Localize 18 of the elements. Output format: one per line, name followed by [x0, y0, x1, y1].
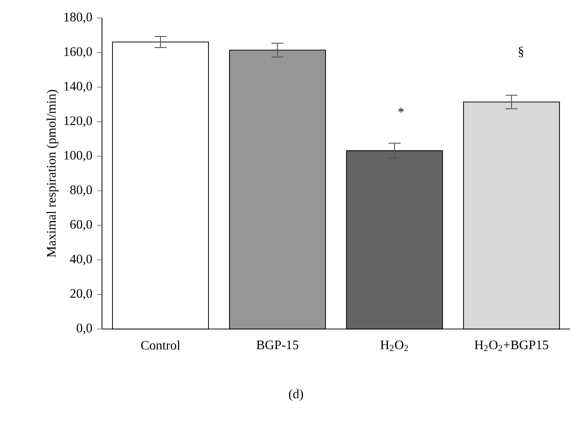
x-tick-label: BGP-15 [256, 340, 298, 350]
x-tick-label: H$_{2}$O$_{2}$ [380, 340, 408, 352]
y-axis-title: Maximal respiration (pmol/min) [46, 90, 58, 258]
y-tick-label: 180,0 [64, 12, 92, 24]
y-tick-label: 140,0 [64, 82, 92, 92]
y-tick-label: 40,0 [70, 254, 92, 266]
y-tick-label: 160,0 [64, 47, 92, 58]
y-tick-label: 80,0 [70, 185, 92, 196]
y-tick-label: 0,0 [76, 324, 92, 334]
y-tick-label: 120,0 [64, 116, 92, 127]
annotation: § [518, 46, 524, 58]
y-tick-label: 60,0 [70, 220, 92, 231]
annotation: * [398, 108, 404, 112]
y-tick-label: 20,0 [70, 289, 92, 300]
x-tick-label: Control [141, 340, 180, 350]
text: (d) [289, 389, 304, 401]
y-tick-label: 100,0 [64, 150, 92, 162]
x-tick-label: H$_{2}$O$_{2}$+BGP15 [474, 340, 548, 352]
